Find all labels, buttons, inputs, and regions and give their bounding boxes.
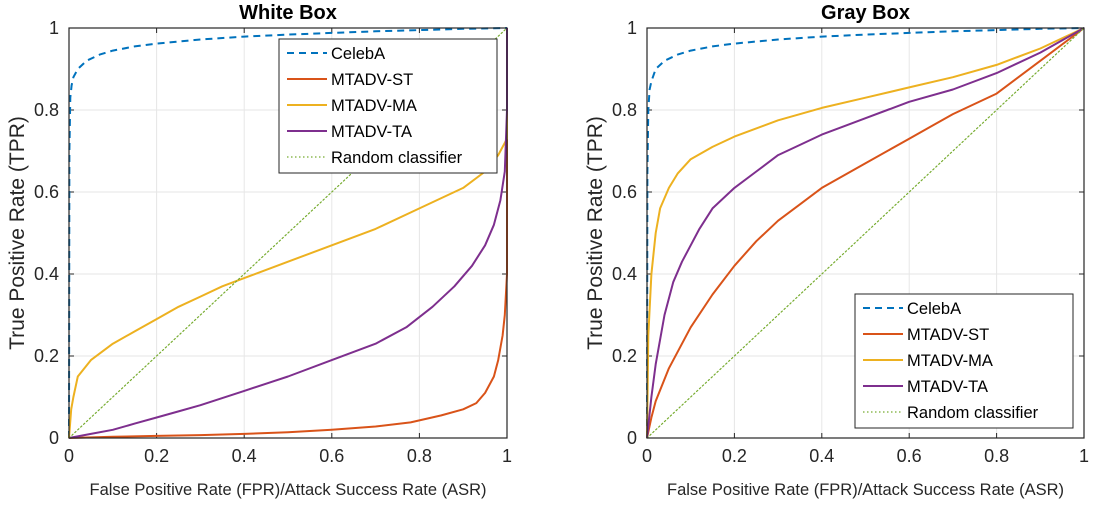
gray-box-random-classifier-line	[646, 27, 1085, 439]
gray-box-mtadv-ma-line	[646, 27, 1085, 439]
gray-box-y-axis-label: True Positive Rate (TPR)	[584, 116, 607, 350]
white-box-y-axis-label: True Positive Rate (TPR)	[6, 116, 29, 350]
white-box-mtadv-st-line	[68, 28, 508, 439]
gray-box-legend-label: CelebA	[907, 300, 961, 318]
white-box-legend-label: MTADV-ST	[331, 71, 413, 89]
gray-box-mtadv-ta-line	[646, 27, 1085, 439]
gray-box-y-tick-label: 0.4	[612, 264, 637, 284]
gray-box-chart-title: Gray Box	[821, 2, 910, 24]
white-box-celeba-line	[68, 27, 508, 439]
gray-box-mtadv-st-line	[646, 27, 1085, 439]
white-box-y-tick-label: 0.2	[34, 346, 59, 366]
white-box-x-tick-label: 0.6	[319, 446, 344, 466]
gray-box-legend: CelebA MTADV-ST MTADV-MA MTADV-TA Random cla…	[854, 293, 1074, 429]
white-box-axes-box	[68, 27, 508, 439]
white-box-x-axis-label: False Positive Rate (FPR)/Attack Success…	[89, 481, 486, 499]
gray-box-y-tick-label: 0.2	[612, 346, 637, 366]
gray-box-y-tick-label: 1	[627, 18, 637, 38]
white-box-panel: 0 0.2 0.4 0.6 0.8 1 0 0.2 0.4 0.6 0.8 1 White Box Fal…	[6, 2, 512, 499]
gray-box-legend-label: MTADV-ST	[907, 326, 989, 344]
white-box-y-tick-label: 1	[49, 18, 59, 38]
gray-box-legend-label: Random classifier	[907, 404, 1039, 422]
white-box-x-tick-label: 0.4	[232, 446, 257, 466]
gray-box-x-tick-label: 0.2	[722, 446, 747, 466]
gray-box-x-tick-label: 0	[642, 446, 652, 466]
white-box-x-tick-label: 1	[502, 446, 512, 466]
gray-box-x-tick-label: 0.8	[984, 446, 1009, 466]
white-box-series-group	[68, 27, 508, 439]
gray-box-legend-label: MTADV-MA	[907, 352, 993, 370]
white-box-y-tick-label: 0.4	[34, 264, 59, 284]
white-box-y-tick-label: 0.8	[34, 100, 59, 120]
gray-box-legend-label: MTADV-TA	[907, 378, 988, 396]
white-box-x-tick-label: 0	[64, 446, 74, 466]
white-box-legend-label: MTADV-TA	[331, 123, 412, 141]
gray-box-axes-box	[646, 27, 1085, 439]
gray-box-y-tick-label: 0	[627, 428, 637, 448]
gray-box-x-tick-label: 1	[1079, 446, 1089, 466]
gray-box-x-axis-label: False Positive Rate (FPR)/Attack Success…	[667, 481, 1064, 499]
gray-box-y-tick-label: 0.6	[612, 182, 637, 202]
white-box-y-tick-label: 0	[49, 428, 59, 448]
gray-box-series-group	[646, 27, 1085, 439]
white-box-legend-label: MTADV-MA	[331, 97, 417, 115]
gray-box-panel: 0 0.2 0.4 0.6 0.8 1 0 0.2 0.4 0.6 0.8 1 Gray Box Fals…	[584, 2, 1089, 499]
white-box-legend-label: CelebA	[331, 45, 385, 63]
white-box-chart-title: White Box	[239, 2, 337, 24]
white-box-legend-label: Random classifier	[331, 149, 463, 167]
white-box-mtadv-ta-line	[68, 28, 508, 439]
white-box-legend: CelebA MTADV-ST MTADV-MA MTADV-TA Random cla…	[278, 38, 498, 174]
gray-box-x-tick-label: 0.6	[897, 446, 922, 466]
gray-box-celeba-line	[646, 27, 1085, 439]
white-box-mtadv-ma-line	[68, 28, 508, 439]
white-box-y-tick-label: 0.6	[34, 182, 59, 202]
white-box-x-tick-label: 0.8	[407, 446, 432, 466]
white-box-x-tick-label: 0.2	[144, 446, 169, 466]
gray-box-x-tick-label: 0.4	[809, 446, 834, 466]
gray-box-y-tick-label: 0.8	[612, 100, 637, 120]
